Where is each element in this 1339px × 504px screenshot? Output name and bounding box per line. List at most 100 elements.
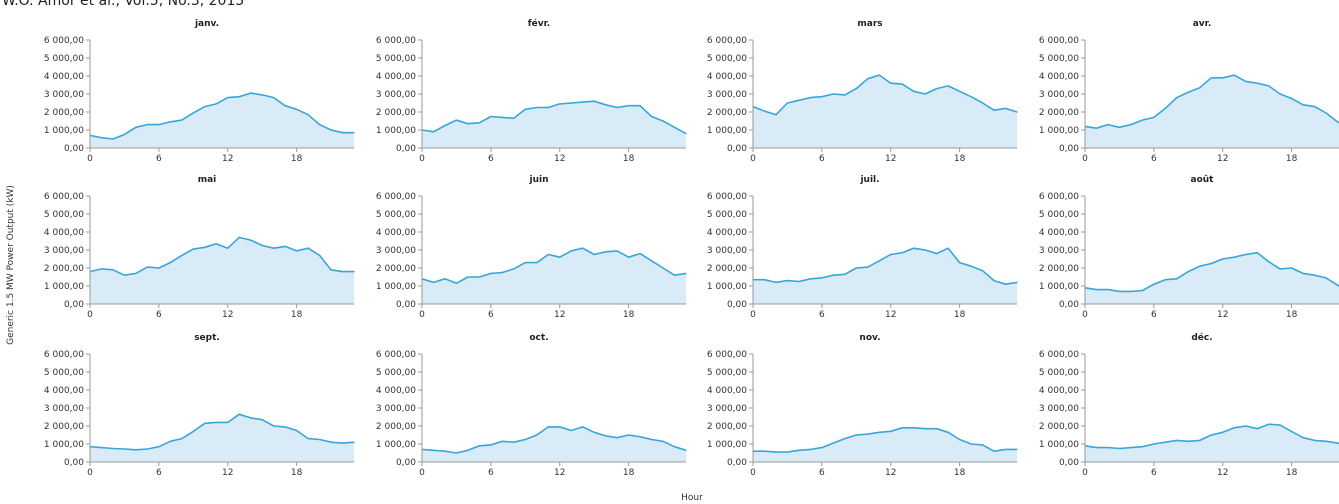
data-point: [215, 103, 217, 105]
x-tick-label: 6: [1151, 310, 1157, 320]
data-point: [1107, 124, 1109, 126]
data-point: [821, 96, 823, 98]
x-tick-label: 0: [750, 468, 756, 478]
x-tick-label: 12: [1217, 468, 1228, 478]
data-point: [478, 276, 480, 278]
series-area: [422, 426, 686, 462]
y-tick-label: 2 000,00: [44, 422, 84, 432]
y-tick-label: 0,00: [727, 300, 747, 310]
data-point: [501, 271, 503, 274]
data-point: [685, 449, 687, 451]
data-point: [467, 123, 469, 125]
panel-5: mai 0,00 1 000,00 2 000,00 3 000,00 4 000,00 5…: [44, 175, 355, 320]
panel-8: août 0,00 1 000,00 2 000,00 3 000,00 4 000,00…: [1039, 175, 1339, 320]
data-point: [261, 94, 263, 96]
data-point: [786, 280, 789, 282]
x-tick-label: 12: [1217, 154, 1228, 164]
data-point: [605, 251, 607, 253]
data-point: [1095, 127, 1098, 129]
data-point: [100, 268, 103, 270]
data-point: [1256, 82, 1258, 84]
x-tick-label: 12: [554, 310, 565, 320]
x-tick-label: 18: [1286, 468, 1298, 478]
data-point: [204, 106, 206, 108]
y-tick-label: 1 000,00: [376, 440, 416, 450]
panel-11: nov. 0,00 1 000,00 2 000,00 3 000,00 4 000,00…: [707, 333, 1018, 478]
series-area: [90, 414, 354, 462]
data-point: [444, 278, 446, 280]
y-tick-label: 6 000,00: [376, 36, 416, 46]
series-area: [753, 75, 1017, 148]
data-point: [204, 422, 206, 424]
data-point: [763, 110, 766, 112]
data-point: [158, 124, 160, 126]
data-point: [559, 426, 561, 428]
x-tick-label: 6: [156, 310, 162, 320]
data-point: [455, 282, 457, 284]
data-point: [970, 265, 972, 267]
data-point: [959, 262, 961, 264]
data-point: [959, 90, 961, 92]
y-tick-label: 3 000,00: [1039, 246, 1079, 256]
series-line: [753, 247, 1018, 286]
data-point: [1268, 261, 1270, 263]
x-tick-label: 18: [623, 310, 635, 320]
data-point: [1153, 116, 1155, 118]
x-tick-label: 18: [954, 154, 966, 164]
data-point: [432, 449, 435, 451]
series-area: [753, 427, 1017, 462]
data-point: [1279, 268, 1281, 270]
data-point: [501, 116, 503, 118]
data-point: [1291, 97, 1293, 100]
data-point: [181, 119, 183, 121]
data-point: [181, 438, 183, 440]
x-tick-label: 0: [1082, 468, 1088, 478]
data-point: [639, 436, 641, 438]
data-point: [1336, 442, 1339, 444]
y-tick-label: 4 000,00: [376, 228, 416, 238]
data-point: [307, 247, 309, 249]
y-tick-label: 0,00: [1059, 300, 1079, 310]
x-tick-label: 0: [87, 310, 93, 320]
series-area: [422, 248, 686, 304]
y-tick-label: 2 000,00: [707, 108, 747, 118]
data-point: [307, 438, 309, 440]
y-tick-label: 6 000,00: [1039, 350, 1079, 360]
data-point: [319, 124, 321, 126]
x-tick-label: 12: [554, 154, 565, 164]
x-tick-label: 0: [419, 468, 425, 478]
data-point: [1176, 97, 1178, 99]
x-tick-label: 18: [1286, 310, 1298, 320]
data-point: [570, 102, 572, 104]
data-point: [936, 88, 938, 90]
y-tick-label: 4 000,00: [707, 228, 747, 238]
series-line: [1084, 251, 1339, 293]
data-point: [821, 277, 823, 279]
y-tick-label: 0,00: [64, 144, 84, 154]
data-point: [146, 266, 148, 268]
y-tick-label: 6 000,00: [44, 192, 84, 202]
data-point: [169, 440, 171, 442]
data-point: [307, 114, 309, 116]
series-line: [89, 92, 354, 140]
data-point: [947, 431, 949, 433]
data-point: [1325, 112, 1327, 114]
y-tick-label: 2 000,00: [376, 108, 416, 118]
data-point: [524, 438, 526, 441]
y-tick-label: 3 000,00: [707, 404, 747, 414]
data-point: [809, 448, 812, 450]
y-tick-label: 5 000,00: [1039, 368, 1079, 378]
data-point: [798, 449, 800, 451]
y-tick-label: 2 000,00: [44, 264, 84, 274]
data-point: [135, 272, 137, 274]
data-point: [1095, 447, 1098, 449]
data-point: [284, 245, 286, 247]
y-tick-label: 4 000,00: [1039, 72, 1079, 82]
panel-title: nov.: [859, 333, 880, 343]
y-tick-label: 6 000,00: [1039, 36, 1079, 46]
data-point: [215, 421, 217, 423]
panel-title: avr.: [1193, 19, 1212, 29]
panel-3: mars 0,00 1 000,00 2 000,00 3 000,00 4 000,00…: [707, 19, 1018, 164]
data-point: [924, 93, 926, 95]
